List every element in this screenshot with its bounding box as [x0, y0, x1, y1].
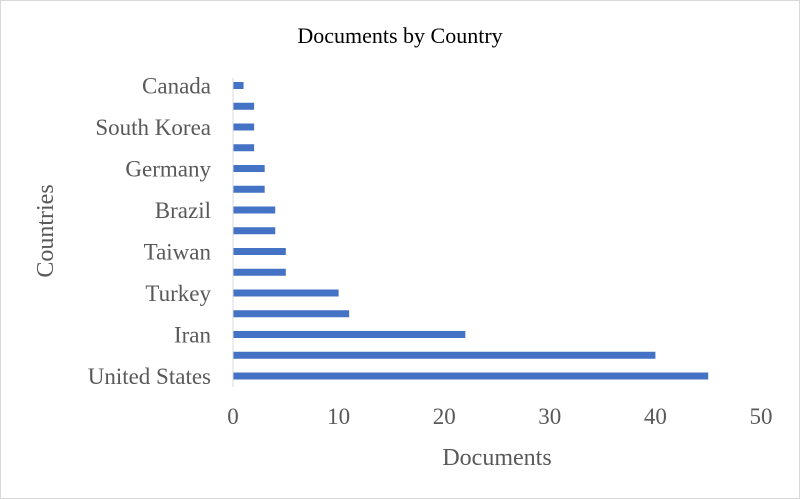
- bar: [233, 331, 466, 338]
- y-tick-label: Iran: [174, 323, 212, 348]
- bar: [233, 123, 255, 131]
- y-tick-label: South Korea: [95, 115, 211, 140]
- x-tick-label: 50: [750, 404, 773, 429]
- bar: [233, 165, 265, 172]
- bar: [233, 268, 286, 276]
- x-tick-label: 30: [538, 404, 561, 429]
- chart-title: Documents by Country: [297, 23, 502, 48]
- y-tick-labels: United States Iran Turkey Taiwan Brazil Germa…: [88, 74, 212, 390]
- x-tick-label: 0: [227, 404, 239, 429]
- bar: [233, 372, 709, 380]
- y-tick-label: Brazil: [155, 198, 211, 223]
- bar: [233, 82, 244, 89]
- bar: [233, 206, 276, 214]
- bar: [233, 102, 255, 110]
- bar: [233, 351, 656, 359]
- y-tick-label: United States: [88, 364, 211, 389]
- y-tick-label: Taiwan: [144, 240, 212, 265]
- x-tick-label: 20: [433, 404, 456, 429]
- y-tick-label: Germany: [125, 157, 211, 182]
- y-tick-label: Canada: [142, 74, 211, 99]
- bar: [233, 185, 265, 193]
- bars-group: [233, 82, 709, 380]
- bar: [233, 227, 276, 235]
- y-tick-label: Turkey: [145, 281, 211, 306]
- x-tick-label: 10: [327, 404, 350, 429]
- bar: [233, 289, 339, 297]
- bar: [233, 144, 255, 152]
- bar: [233, 310, 350, 318]
- bar: [233, 248, 286, 255]
- x-tick-label: 40: [644, 404, 667, 429]
- x-tick-labels: 0 10 20 30 40 50: [227, 404, 772, 429]
- y-axis-label: Countries: [33, 184, 59, 277]
- x-axis-label: Documents: [442, 445, 551, 471]
